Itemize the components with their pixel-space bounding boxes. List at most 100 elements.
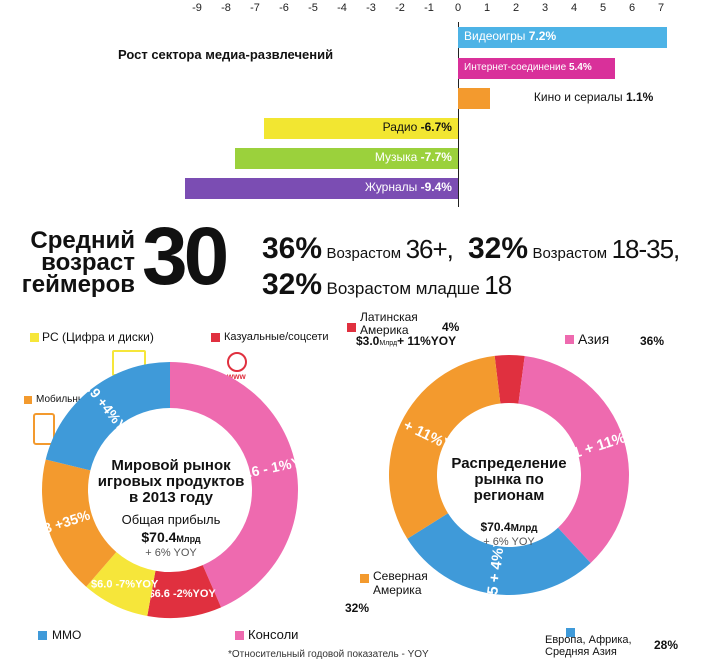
legend-label-mmo: MMO <box>52 628 82 642</box>
latam-percent: 4% <box>442 320 460 334</box>
x-tick-label: -2 <box>395 2 405 14</box>
donut-segment <box>147 565 222 618</box>
bar-category: Видеоигры <box>464 29 529 43</box>
x-tick-label: -1 <box>424 2 434 14</box>
legend-label-na: Северная Америка <box>373 569 428 597</box>
age-range: 18 <box>484 270 512 300</box>
bar-category: Музыка <box>374 150 421 164</box>
legend-label-mobile: Мобильные <box>36 394 91 405</box>
age-range: 36+, <box>405 234 454 264</box>
age-label: Возрастом <box>532 245 608 262</box>
latam-growth: + 11%YOY <box>397 334 457 348</box>
donut-segment <box>494 355 525 404</box>
bar-value: 5.4% <box>568 62 592 73</box>
bar: Музыка -7.7% <box>234 148 458 169</box>
x-tick-label: 1 <box>483 2 491 14</box>
legend-swatch-casual <box>211 333 220 342</box>
total-amount: $70.4 <box>141 529 177 545</box>
regions-total-growth: + 6% YOY <box>483 536 535 548</box>
latam-unit: Млрд <box>379 340 398 347</box>
bar: Интернет-соединение 5.4% <box>458 58 615 79</box>
bar-label: Интернет-соединение 5.4% <box>464 62 592 73</box>
regions-center: Распределение рынка по регионам $70.4Млр… <box>444 455 574 549</box>
latam-amount: $3.0 <box>356 334 380 348</box>
eu-percent: 28% <box>654 638 679 652</box>
age-label: Возрастом <box>326 245 402 262</box>
legend-label-asia: Азия <box>578 331 610 347</box>
regions-total-unit: Млрд <box>510 523 538 534</box>
legend-label-casual: Казуальные/соцсети <box>224 331 329 343</box>
products-center: Мировой рынок игровых продуктов в 2013 г… <box>96 458 246 560</box>
bar-category: Кино и сериалы <box>533 90 626 104</box>
globe-icon <box>227 352 247 372</box>
na-percent: 32% <box>345 601 370 615</box>
donut-segment <box>389 355 501 539</box>
bar-label: Видеоигры 7.2% <box>464 29 556 43</box>
bar-value: 7.2% <box>528 29 557 43</box>
x-tick-label: -9 <box>192 2 202 14</box>
bar-label: Музыка -7.7% <box>375 150 452 164</box>
legend-swatch-na <box>360 574 369 583</box>
bar-value: 1.1% <box>625 90 654 104</box>
regions-total-amount: $70.4 <box>480 520 511 534</box>
x-tick-label: 2 <box>512 2 520 14</box>
donut-segment <box>518 356 630 563</box>
chart-title: Рост сектора медиа-развлечений <box>118 47 334 62</box>
legend-swatch-pc <box>30 333 39 342</box>
x-tick-label: -6 <box>279 2 289 14</box>
legend-swatch-latam <box>347 323 356 332</box>
donut-segment <box>170 362 298 608</box>
x-tick-label: 7 <box>657 2 665 14</box>
age-group-18-35: 32% Возрастом 18-35, <box>468 232 681 266</box>
legend-label-eu: Европа, Африка, Средняя Азия <box>545 634 632 658</box>
donut-segment-label: $6.6 -2%YOY <box>149 588 217 600</box>
age-label: Возрастом младше <box>326 279 480 298</box>
bar-category: Интернет-соединение <box>464 62 569 73</box>
x-tick-label: 3 <box>541 2 549 14</box>
age-percent: 32% <box>262 268 323 301</box>
products-donut: $30.6 - 1%YOY$6.6 -2%YOY$6.0 -7%YOY$12.3… <box>40 362 322 618</box>
donut-segment <box>42 459 117 587</box>
bar-label: Кино и сериалы 1.1% <box>534 90 653 104</box>
legend-swatch-mobile <box>24 396 32 404</box>
regions-title: Распределение рынка по регионам <box>451 455 567 504</box>
x-tick-label: -3 <box>366 2 376 14</box>
age-group-under18: 32% Возрастом младше 18 <box>262 268 512 302</box>
bar: Видеоигры 7.2% <box>458 27 667 48</box>
age-percent: 32% <box>468 232 529 265</box>
age-heading: Средний возраст геймеров <box>21 227 135 298</box>
total-row: $70.4Млрд <box>96 529 246 547</box>
tablet-icon <box>33 413 55 445</box>
donut-segment <box>407 513 591 595</box>
total-unit: Млрд <box>176 534 201 544</box>
x-tick-label: -5 <box>308 2 318 14</box>
total-growth: + 6% YOY <box>145 547 197 559</box>
bar: Кино и сериалы 1.1% <box>458 88 653 109</box>
bar-label: Радио -6.7% <box>383 120 452 134</box>
donut-segment <box>45 362 170 471</box>
zero-axis-line <box>458 22 459 207</box>
legend-swatch-mmo <box>38 631 47 640</box>
legend-swatch-asia <box>565 335 574 344</box>
bar: Журналы -9.4% <box>185 178 458 199</box>
asia-percent: 36% <box>640 334 665 348</box>
x-tick-label: -4 <box>337 2 347 14</box>
www-label: www <box>227 372 246 381</box>
regions-donut: $25.1 + 11%YOY$19.5 + 4%YOY$3.0 + 11%YOY <box>371 355 658 625</box>
legend-label-latam: Латинская Америка <box>360 310 418 337</box>
x-tick-label: 6 <box>628 2 636 14</box>
latam-amount-row: $3.0Млрд+ 11%YOY <box>356 334 456 348</box>
bar-value: -9.4% <box>420 180 452 194</box>
footnote: *Относительный годовой показатель - YOY <box>228 649 429 660</box>
x-tick-label: 4 <box>570 2 578 14</box>
bar-label: Журналы -9.4% <box>365 180 452 194</box>
bar-category: Радио <box>382 120 421 134</box>
regions-total-row: $70.4Млрд <box>444 518 574 536</box>
legend-swatch-eu <box>566 628 575 637</box>
age-group-36plus: 36% Возрастом 36+, <box>262 232 454 266</box>
bar-category: Журналы <box>364 180 421 194</box>
bar: Радио -6.7% <box>263 118 458 139</box>
age-percent: 36% <box>262 232 323 265</box>
bar-value: -7.7% <box>420 150 452 164</box>
age-range: 18-35, <box>611 234 681 264</box>
